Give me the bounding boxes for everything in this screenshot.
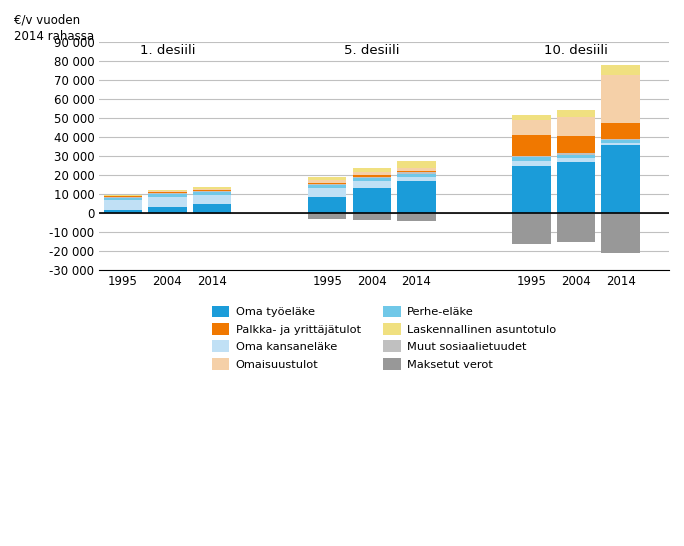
Bar — [601, 143, 640, 145]
Bar — [557, 117, 595, 136]
Bar — [601, 75, 640, 123]
Bar — [397, 181, 436, 213]
Bar — [512, 165, 551, 213]
Bar — [352, 188, 391, 213]
Bar — [103, 195, 142, 196]
Text: 1. desiili: 1. desiili — [140, 44, 195, 57]
Bar — [148, 191, 187, 192]
Bar — [103, 200, 142, 210]
Bar — [193, 187, 231, 189]
Bar — [397, 213, 436, 221]
Bar — [601, 213, 640, 253]
Bar — [308, 180, 346, 182]
Bar — [601, 140, 640, 143]
Bar — [352, 177, 391, 178]
Bar — [352, 213, 391, 220]
Bar — [601, 123, 640, 139]
Bar — [512, 135, 551, 156]
Bar — [557, 213, 595, 242]
Bar — [512, 213, 551, 244]
Bar — [397, 177, 436, 181]
Bar — [148, 206, 187, 213]
Bar — [352, 168, 391, 172]
Bar — [308, 188, 346, 197]
Text: 10. desiili: 10. desiili — [544, 44, 608, 57]
Bar — [512, 120, 551, 135]
Bar — [352, 175, 391, 177]
Text: €/v vuoden: €/v vuoden — [14, 14, 80, 27]
Bar — [193, 189, 231, 190]
Bar — [512, 161, 551, 165]
Bar — [308, 213, 346, 219]
Bar — [103, 198, 142, 200]
Bar — [193, 191, 231, 192]
Bar — [193, 204, 231, 213]
Bar — [512, 115, 551, 120]
Bar — [308, 182, 346, 184]
Bar — [397, 171, 436, 173]
Bar — [103, 210, 142, 213]
Bar — [557, 153, 595, 155]
Bar — [103, 196, 142, 197]
Bar — [148, 190, 187, 191]
Bar — [193, 190, 231, 191]
Bar — [557, 158, 595, 162]
Bar — [193, 194, 231, 204]
Bar — [308, 197, 346, 213]
Bar — [397, 174, 436, 177]
Bar — [557, 162, 595, 213]
Bar — [352, 172, 391, 175]
Bar — [512, 156, 551, 157]
Text: 5. desiili: 5. desiili — [344, 44, 399, 57]
Bar — [193, 213, 231, 214]
Bar — [512, 157, 551, 161]
Bar — [557, 155, 595, 158]
Bar — [103, 197, 142, 198]
Bar — [308, 177, 346, 180]
Bar — [352, 178, 391, 181]
Legend: Oma työeläke, Palkka- ja yrittäjätulot, Oma kansaneläke, Omaisuustulot, Perhe-el: Oma työeläke, Palkka- ja yrittäjätulot, … — [211, 306, 557, 370]
Bar — [352, 181, 391, 188]
Bar — [148, 197, 187, 206]
Bar — [148, 193, 187, 194]
Bar — [397, 162, 436, 168]
Bar — [557, 136, 595, 153]
Bar — [397, 173, 436, 174]
Bar — [601, 139, 640, 140]
Bar — [308, 185, 346, 188]
Bar — [148, 194, 187, 197]
Bar — [601, 145, 640, 213]
Bar — [397, 168, 436, 171]
Bar — [557, 110, 595, 117]
Text: 2014 rahassa: 2014 rahassa — [14, 30, 94, 43]
Bar — [193, 192, 231, 194]
Bar — [601, 66, 640, 75]
Bar — [308, 184, 346, 185]
Bar — [148, 192, 187, 193]
